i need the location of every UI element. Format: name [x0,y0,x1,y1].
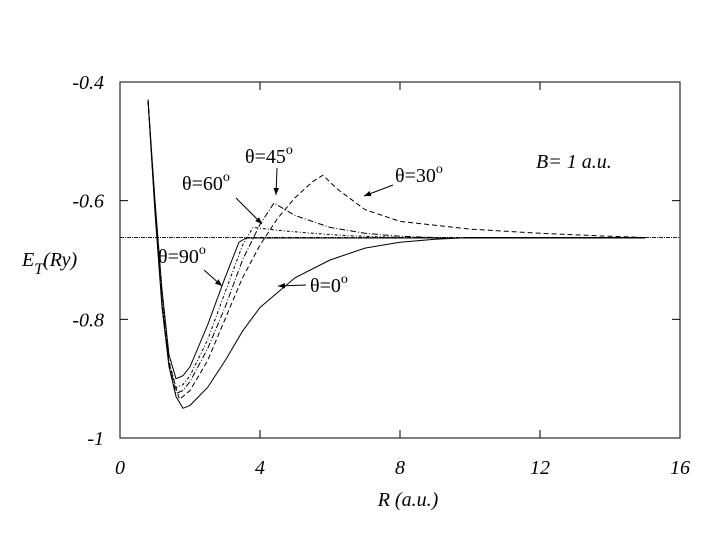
series-label: θ=0o [310,272,348,297]
series-label: θ=45o [245,143,293,168]
series-label: θ=60o [182,170,230,195]
degree-mark: o [286,143,293,158]
x-tick-label: 16 [670,457,690,479]
y-label-unit: (Ry) [43,249,77,271]
series-line [147,99,645,380]
label-arrow [277,282,307,289]
y-label-symbol: E [21,249,34,271]
series-name: θ=45 [245,146,286,168]
series-label: θ=30o [395,162,443,187]
series-line [147,99,645,409]
y-tick-label: -0.4 [72,72,104,94]
x-tick-label: 8 [395,457,405,479]
degree-mark: o [436,162,443,177]
plot-frame [119,81,681,439]
label-arrow [363,184,394,197]
degree-mark: o [223,170,230,185]
series-name: θ=90 [158,246,199,268]
series-line [147,99,401,389]
degree-mark: o [199,243,206,258]
x-tick-label: 12 [530,457,550,479]
y-label-subscript: T [34,261,44,278]
series-name: θ=0 [310,275,341,297]
series-line [147,99,646,401]
x-tick-label: 0 [115,457,125,479]
y-axis-label: ET(Ry) [21,249,78,278]
series-label: θ=90o [158,243,206,268]
label-arrow [203,269,223,287]
annotation: B= 1 a.u. [536,151,612,173]
y-tick-label: -0.8 [72,309,104,331]
label-arrow [273,167,280,196]
x-axis-label: R (a.u.) [377,489,439,511]
degree-mark: o [341,272,348,287]
y-tick-label: -0.6 [72,191,104,213]
series-name: θ=30 [395,165,436,187]
series-name: θ=60 [182,173,223,195]
y-tick-label: -1 [87,428,104,450]
label-arrow [235,197,263,225]
x-tick-label: 4 [255,457,265,479]
